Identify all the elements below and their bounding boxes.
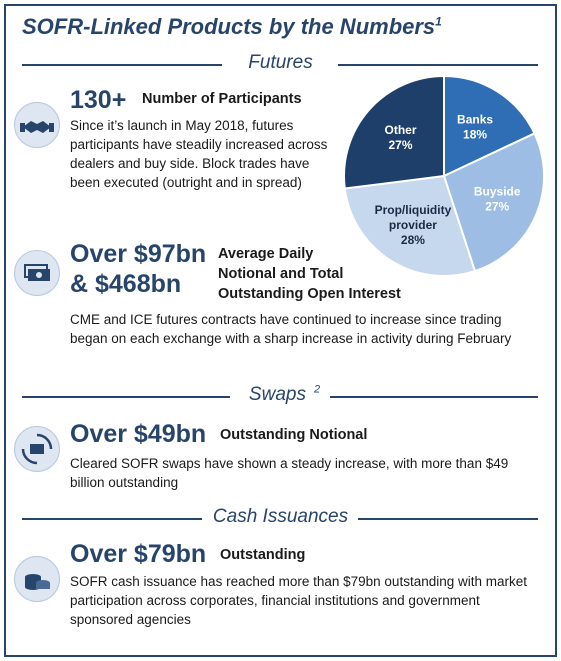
notional-label-line1: Average Daily xyxy=(218,246,314,262)
notional-body: CME and ICE futures contracts have conti… xyxy=(70,312,512,346)
divider-right xyxy=(330,396,538,398)
swaps-heading: Swaps 2 xyxy=(14,384,547,406)
participants-body: Since it’s launch in May 2018, futures p… xyxy=(70,118,328,190)
pie-label: Other 27% xyxy=(384,123,416,152)
participants-label: Number of Participants xyxy=(142,91,302,107)
divider-right xyxy=(338,64,538,66)
pie-slice-prop-liquidity-provider xyxy=(343,174,477,277)
divider-right xyxy=(358,518,538,520)
futures-heading: Futures xyxy=(14,52,547,74)
cash-value: Over $79bn xyxy=(70,540,207,568)
participants-pie-chart: Banks 18% Buyside 27% Prop/liquidity provider… xyxy=(343,74,545,277)
participants-value: 130+ xyxy=(70,86,127,114)
handshake-icon xyxy=(14,102,60,148)
pie-label: Prop/liquidity provider 28% xyxy=(375,203,452,247)
cash-heading: Cash Issuances xyxy=(14,506,547,528)
swaps-label: Outstanding Notional xyxy=(220,427,368,443)
swaps-body: Cleared SOFR swaps have shown a steady i… xyxy=(70,456,509,490)
futures-section-header: Futures xyxy=(14,52,547,76)
title-footnote: 1 xyxy=(435,14,442,29)
divider-left xyxy=(22,518,202,520)
notional-label-line2: Notional and Total xyxy=(218,266,344,282)
notional-value-line2: & $468bn xyxy=(70,270,182,298)
notional-value-line1: Over $97bn xyxy=(70,240,207,268)
swaps-value: Over $49bn xyxy=(70,420,207,448)
pie-label: Banks 18% xyxy=(457,113,493,142)
infographic-frame xyxy=(4,4,557,657)
pie-label: Buyside 27% xyxy=(474,185,521,214)
cycle-money-icon xyxy=(14,426,60,472)
divider-left xyxy=(22,64,222,66)
title-text: SOFR-Linked Products by the Numbers xyxy=(22,14,436,39)
divider-left xyxy=(22,396,230,398)
pie-slice-banks xyxy=(443,74,536,178)
swaps-section-header: Swaps 2 xyxy=(14,384,547,408)
cash-section-header: Cash Issuances xyxy=(14,506,547,530)
cash-label: Outstanding xyxy=(220,547,306,563)
money-icon xyxy=(14,250,60,296)
coins-icon xyxy=(14,556,60,602)
pie-slice-buyside xyxy=(442,132,545,273)
notional-label-line3: Outstanding Open Interest xyxy=(218,286,401,302)
pie-slice-other xyxy=(343,74,445,190)
cash-body: SOFR cash issuance has reached more than… xyxy=(70,574,528,627)
page-title: SOFR-Linked Products by the Numbers1 xyxy=(22,14,442,40)
